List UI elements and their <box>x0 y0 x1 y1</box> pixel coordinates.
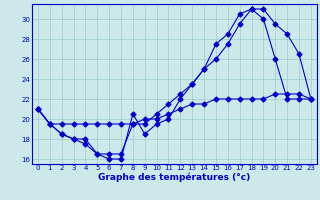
X-axis label: Graphe des températures (°c): Graphe des températures (°c) <box>98 173 251 182</box>
